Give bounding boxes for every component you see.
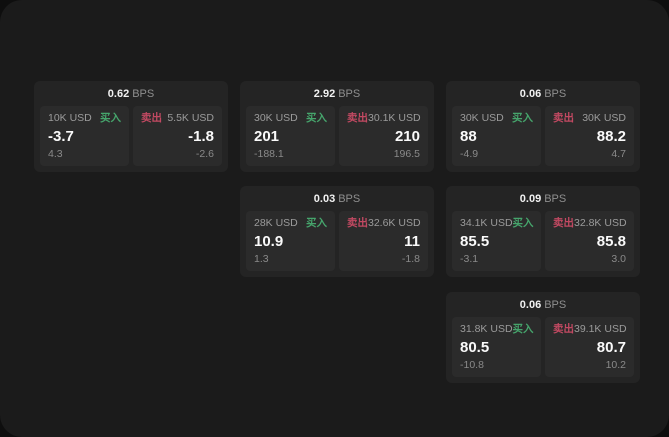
buy-quote-button[interactable]: 34.1K USD 买入 85.5 -3.1 (452, 211, 541, 271)
quote-card: 0.06 BPS 31.8K USD 买入 80.5 -10.8 卖出 39.1K… (446, 292, 640, 383)
spread-unit: BPS (338, 193, 361, 205)
spread-unit: BPS (544, 88, 567, 100)
buy-quote-button[interactable]: 30K USD 买入 88 -4.9 (452, 106, 541, 166)
buy-price: 88 (460, 127, 477, 145)
sell-amount: 5.5K USD (167, 112, 214, 124)
buy-label: 买入 (512, 112, 533, 124)
sell-amount: 32.6K USD (368, 217, 421, 229)
sell-price: 210 (394, 127, 420, 145)
buy-quote-button[interactable]: 10K USD 买入 -3.7 4.3 (40, 106, 129, 166)
buy-quote-button[interactable]: 30K USD 买入 201 -188.1 (246, 106, 335, 166)
spread-value: 0.62 (107, 88, 130, 100)
buy-amount: 28K USD (254, 217, 298, 229)
sell-quote-button[interactable]: 卖出 32.6K USD 11 -1.8 (339, 211, 428, 271)
buy-label: 买入 (512, 217, 534, 229)
sell-amount: 30.1K USD (368, 112, 421, 124)
sell-delta: 196.5 (393, 148, 420, 160)
sell-price: -1.8 (188, 127, 214, 145)
buy-price: -3.7 (48, 127, 74, 145)
sell-amount: 30K USD (582, 112, 626, 124)
buy-label: 买入 (100, 112, 121, 124)
buy-label: 买入 (306, 217, 327, 229)
buy-delta: 4.3 (48, 148, 63, 160)
spread-unit: BPS (132, 88, 155, 100)
sell-quote-button[interactable]: 卖出 5.5K USD -1.8 -2.6 (133, 106, 222, 166)
buy-amount: 10K USD (48, 112, 92, 124)
sell-label: 卖出 (347, 112, 368, 124)
spread-value: 0.09 (519, 193, 542, 205)
spread-header: 0.09 BPS (452, 192, 634, 206)
buy-price: 201 (254, 127, 280, 145)
spread-header: 0.03 BPS (246, 192, 428, 206)
sell-quote-button[interactable]: 卖出 32.8K USD 85.8 3.0 (545, 211, 634, 271)
spread-value: 0.06 (519, 88, 542, 100)
sell-price: 85.8 (596, 232, 626, 250)
spread-header: 0.06 BPS (452, 87, 634, 101)
sell-label: 卖出 (553, 112, 574, 124)
sell-amount: 39.1K USD (574, 323, 627, 335)
buy-price: 80.5 (460, 338, 490, 356)
spread-unit: BPS (544, 193, 567, 205)
buy-amount: 30K USD (460, 112, 504, 124)
buy-delta: -10.8 (460, 359, 484, 371)
buy-delta: -3.1 (460, 253, 479, 265)
sell-quote-button[interactable]: 卖出 30K USD 88.2 4.7 (545, 106, 634, 166)
sell-amount: 32.8K USD (574, 217, 627, 229)
sell-delta: 10.2 (605, 359, 626, 371)
sell-price: 11 (404, 232, 420, 250)
sell-delta: 4.7 (611, 148, 626, 160)
buy-amount: 34.1K USD (460, 217, 513, 229)
buy-amount: 31.8K USD (460, 323, 513, 335)
buy-label: 买入 (306, 112, 327, 124)
sell-label: 卖出 (141, 112, 162, 124)
sell-delta: 3.0 (611, 253, 626, 265)
sell-label: 卖出 (553, 217, 574, 229)
buy-delta: -188.1 (254, 148, 284, 160)
buy-delta: -4.9 (460, 148, 479, 160)
spread-header: 0.06 BPS (452, 298, 634, 312)
buy-amount: 30K USD (254, 112, 298, 124)
spread-header: 0.62 BPS (40, 87, 222, 101)
buy-label: 买入 (512, 323, 534, 335)
sell-price: 80.7 (596, 338, 626, 356)
spread-value: 0.06 (519, 299, 542, 311)
spread-unit: BPS (544, 299, 567, 311)
buy-price: 85.5 (460, 232, 490, 250)
sell-delta: -2.6 (195, 148, 214, 160)
quote-card: 0.09 BPS 34.1K USD 买入 85.5 -3.1 卖出 32.8K … (446, 186, 640, 277)
sell-delta: -1.8 (401, 253, 420, 265)
spread-unit: BPS (338, 88, 361, 100)
spread-header: 2.92 BPS (246, 87, 428, 101)
sell-quote-button[interactable]: 卖出 30.1K USD 210 196.5 (339, 106, 428, 166)
buy-price: 10.9 (254, 232, 284, 250)
sell-price: 88.2 (596, 127, 626, 145)
sell-quote-button[interactable]: 卖出 39.1K USD 80.7 10.2 (545, 317, 634, 377)
buy-delta: 1.3 (254, 253, 269, 265)
buy-quote-button[interactable]: 28K USD 买入 10.9 1.3 (246, 211, 335, 271)
sell-label: 卖出 (347, 217, 368, 229)
buy-quote-button[interactable]: 31.8K USD 买入 80.5 -10.8 (452, 317, 541, 377)
spread-value: 0.03 (313, 193, 336, 205)
spread-value: 2.92 (313, 88, 336, 100)
quote-card: 0.06 BPS 30K USD 买入 88 -4.9 卖出 30K USD 88… (446, 81, 640, 172)
quote-card: 0.62 BPS 10K USD 买入 -3.7 4.3 卖出 5.5K USD … (34, 81, 228, 172)
sell-label: 卖出 (553, 323, 574, 335)
quote-card: 0.03 BPS 28K USD 买入 10.9 1.3 卖出 32.6K USD… (240, 186, 434, 277)
quote-card: 2.92 BPS 30K USD 买入 201 -188.1 卖出 30.1K U… (240, 81, 434, 172)
